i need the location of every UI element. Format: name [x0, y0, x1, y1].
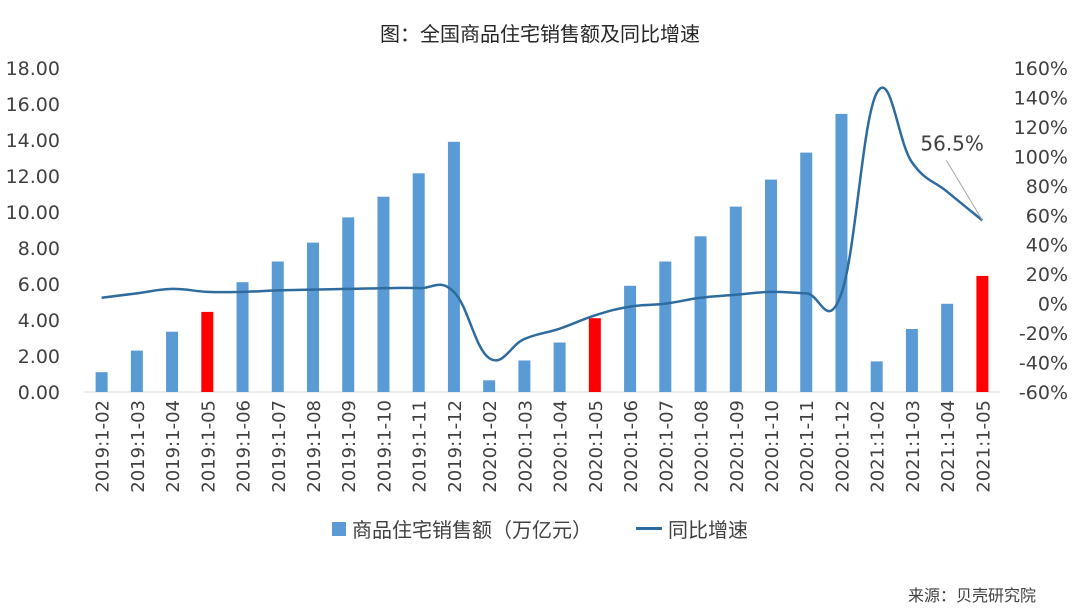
y-left-tick-label: 0.00 [18, 382, 60, 404]
source-note: 来源：贝壳研究院 [907, 586, 1036, 605]
bar [518, 360, 531, 392]
y-right-tick-label: 80% [1026, 176, 1068, 198]
chart-title: 图：全国商品住宅销售额及同比增速 [380, 22, 700, 46]
legend-bar-swatch [332, 521, 346, 536]
annotation-group: 56.5% [920, 131, 984, 221]
y-axis-left-labels: 0.00 2.00 4.00 6.00 8.00 10.00 12.00 14.00 16.00… [6, 58, 60, 404]
bar [588, 318, 601, 392]
y-left-tick-label: 10.00 [6, 202, 60, 224]
x-tick-label: 2019:1-05 [198, 400, 219, 493]
bar [905, 329, 918, 392]
y-right-tick-label: 60% [1026, 205, 1068, 227]
x-tick-label: 2019:1-06 [234, 400, 255, 493]
x-tick-label: 2020:1-03 [515, 400, 536, 493]
bar [800, 152, 813, 392]
bar [694, 236, 707, 392]
bar [236, 282, 249, 392]
bar [342, 217, 355, 392]
legend: 商品住宅销售额（万亿元） 同比增速 [0, 514, 1080, 543]
y-left-tick-label: 8.00 [18, 238, 60, 260]
legend-line-label: 同比增速 [668, 518, 748, 542]
y-left-tick-label: 2.00 [18, 346, 60, 368]
annotation-label: 56.5% [920, 131, 984, 155]
x-tick-label: 2021:1-02 [868, 400, 889, 493]
x-tick-label: 2019:1-12 [445, 400, 466, 493]
y-right-tick-label: 0% [1038, 294, 1068, 316]
x-tick-label: 2019:1-04 [163, 400, 184, 493]
legend-bar-label: 商品住宅销售额（万亿元） [352, 518, 592, 542]
bar [271, 261, 284, 392]
y-right-tick-label: 120% [1014, 117, 1068, 139]
y-right-tick-label: 160% [1014, 58, 1068, 80]
bar [95, 372, 108, 392]
growth-line [101, 86, 984, 362]
line-series [101, 86, 984, 362]
x-tick-label: 2019:1-02 [93, 400, 114, 493]
y-right-tick-label: -40% [1019, 353, 1068, 375]
bar [483, 380, 496, 392]
y-left-tick-label: 18.00 [6, 58, 60, 80]
y-axis-right-labels: -60% -40% -20% 0% 20% 40% 60% 80% 100% 120% 140% 16… [1014, 58, 1068, 404]
legend-item-bar: 商品住宅销售额（万亿元） [332, 514, 592, 543]
x-tick-label: 2020:1-10 [762, 400, 783, 493]
bar [941, 303, 954, 392]
x-tick-label: 2021:1-05 [973, 400, 994, 493]
x-tick-label: 2020:1-02 [480, 400, 501, 493]
y-left-tick-label: 14.00 [6, 130, 60, 152]
bar [412, 173, 425, 392]
bar [659, 261, 672, 392]
x-tick-label: 2020:1-05 [586, 400, 607, 493]
bar [765, 179, 777, 392]
y-right-tick-label: 40% [1026, 235, 1068, 257]
x-tick-label: 2020:1-11 [797, 400, 818, 493]
bar [307, 242, 319, 392]
x-tick-label: 2020:1-08 [692, 400, 713, 493]
x-tick-label: 2019:1-08 [304, 400, 325, 493]
bar [447, 141, 460, 392]
y-right-tick-label: 20% [1026, 264, 1068, 286]
x-tick-label: 2020:1-12 [832, 400, 853, 493]
x-tick-label: 2019:1-11 [410, 400, 431, 493]
bar [201, 311, 214, 392]
bar [624, 285, 637, 392]
x-tick-label: 2021:1-04 [938, 400, 959, 493]
bar [835, 113, 848, 393]
x-tick-label: 2020:1-06 [621, 400, 642, 493]
x-tick-label: 2020:1-09 [727, 400, 748, 493]
bar [166, 331, 179, 392]
bar [377, 196, 390, 392]
x-axis-labels: 2019:1-02 2019:1-03 2019:1-04 2019:1-05 2019… [93, 400, 995, 493]
x-tick-label: 2019:1-07 [269, 400, 290, 493]
bar [870, 361, 883, 392]
annotation-leader [945, 160, 983, 221]
x-tick-label: 2021:1-03 [903, 400, 924, 493]
bar [976, 275, 989, 392]
bar [130, 350, 143, 392]
y-left-tick-label: 16.00 [6, 94, 60, 116]
x-tick-label: 2019:1-09 [339, 400, 360, 493]
y-right-tick-label: 100% [1014, 146, 1068, 168]
y-left-tick-label: 4.00 [18, 310, 60, 332]
legend-item-line: 同比增速 [636, 514, 748, 543]
x-tick-label: 2019:1-10 [374, 400, 395, 493]
bar [553, 342, 566, 392]
x-tick-label: 2020:1-04 [551, 400, 572, 493]
x-tick-label: 2020:1-07 [656, 400, 677, 493]
y-right-tick-label: -60% [1019, 382, 1068, 404]
bar [729, 206, 742, 392]
bar-series [95, 113, 989, 393]
y-left-tick-label: 12.00 [6, 166, 60, 188]
y-right-tick-label: -20% [1019, 323, 1068, 345]
y-left-tick-label: 6.00 [18, 274, 60, 296]
legend-line-swatch [636, 527, 662, 530]
y-right-tick-label: 140% [1014, 87, 1068, 109]
x-tick-label: 2019:1-03 [128, 400, 149, 493]
